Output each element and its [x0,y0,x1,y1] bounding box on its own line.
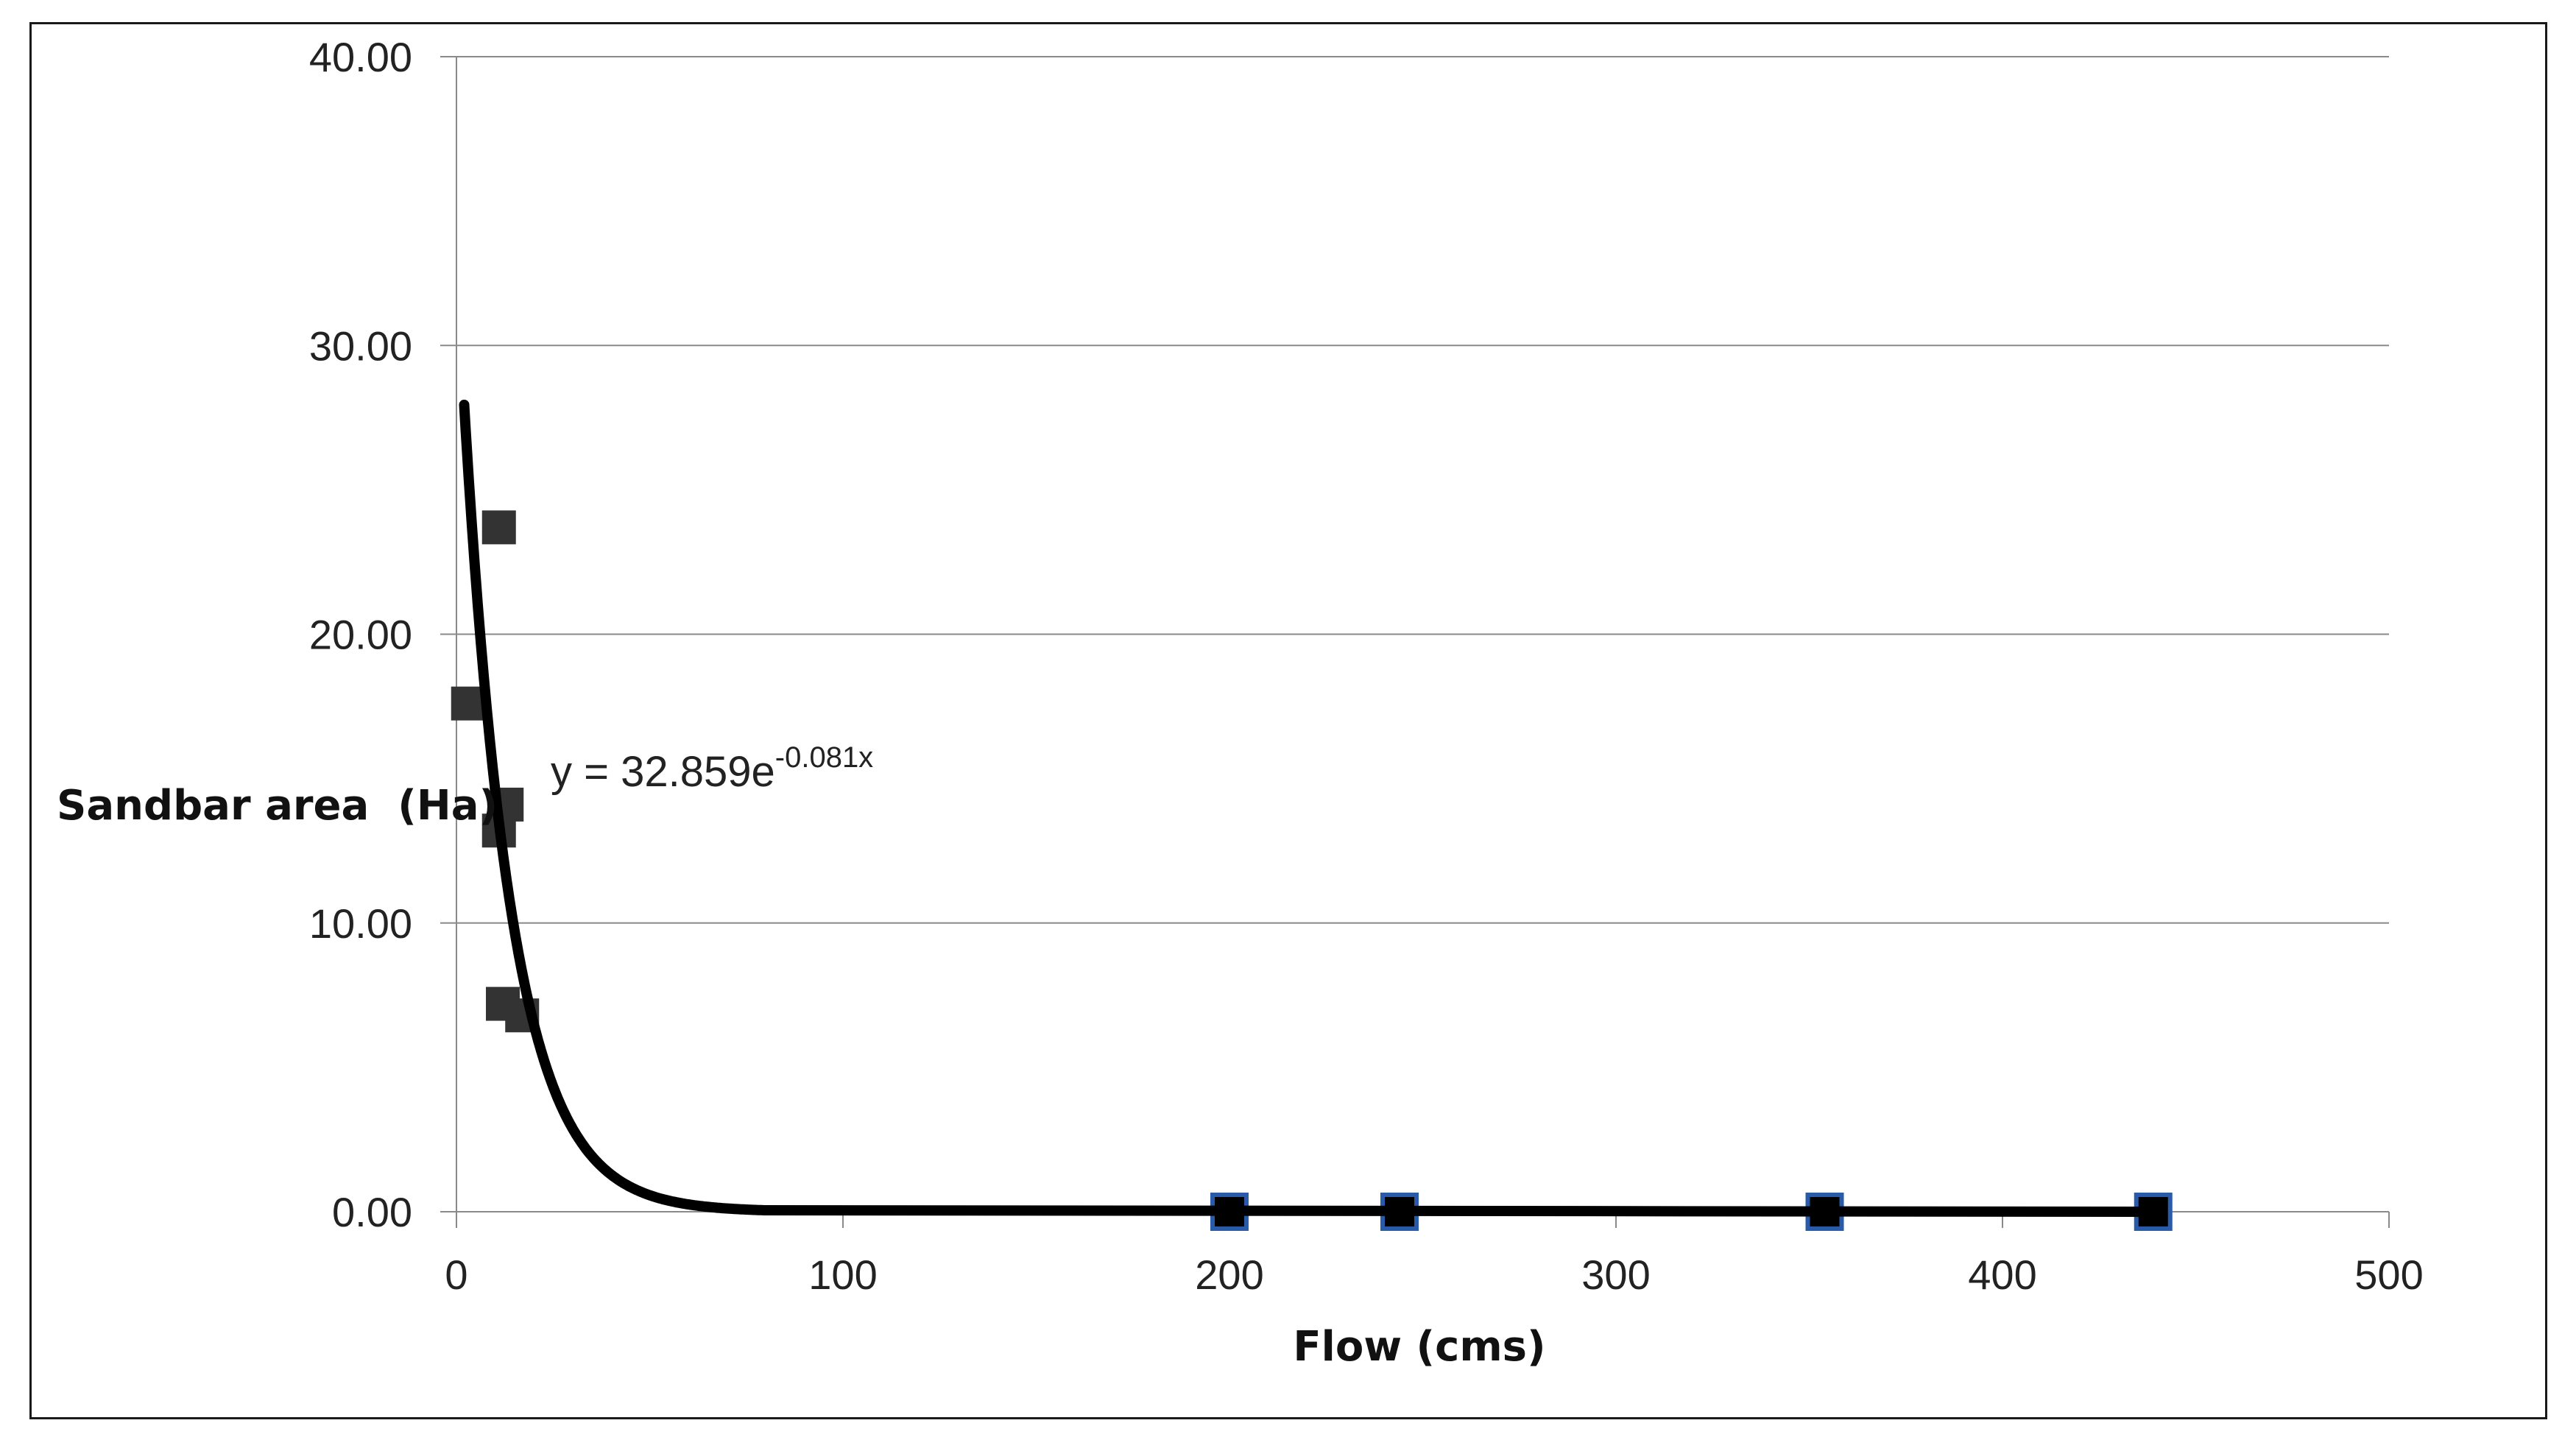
equation-exponent: -0.081x [775,741,873,774]
gridlines [456,56,2389,924]
x-tick-label: 100 [808,1251,877,1298]
equation-base: y = 32.859e [551,748,775,796]
chart-frame: 0.00 10.00 20.00 30.00 40.00 0 100 200 300 400 500… [29,22,2547,1419]
y-tick-label: 20.00 [309,612,412,658]
y-axis-title: Sandbar area (Ha) [57,782,498,830]
trendline-equation: y = 32.859e-0.081x [551,741,873,796]
tick-labels: 0.00 10.00 20.00 30.00 40.00 0 100 200 300 400 500 [309,34,2424,1298]
y-tick-label: 30.00 [309,322,412,369]
y-tick-label: 40.00 [309,34,412,80]
axes [440,56,2390,1228]
chart-svg: 0.00 10.00 20.00 30.00 40.00 0 100 200 300 400 500… [57,34,2424,1371]
x-tick-label: 200 [1195,1251,1263,1298]
x-axis-title: Flow (cms) [1293,1323,1545,1371]
trendline-group [459,399,2162,1217]
data-point [451,686,485,721]
x-tick-label: 0 [445,1251,467,1298]
x-tick-label: 400 [1968,1251,2036,1298]
trendline [459,399,2162,1217]
data-point [481,510,516,545]
x-tick-label: 500 [2354,1251,2423,1298]
y-tick-label: 0.00 [332,1189,412,1235]
x-tick-label: 300 [1581,1251,1650,1298]
data-points [451,510,2173,1231]
y-tick-label: 10.00 [309,900,412,947]
